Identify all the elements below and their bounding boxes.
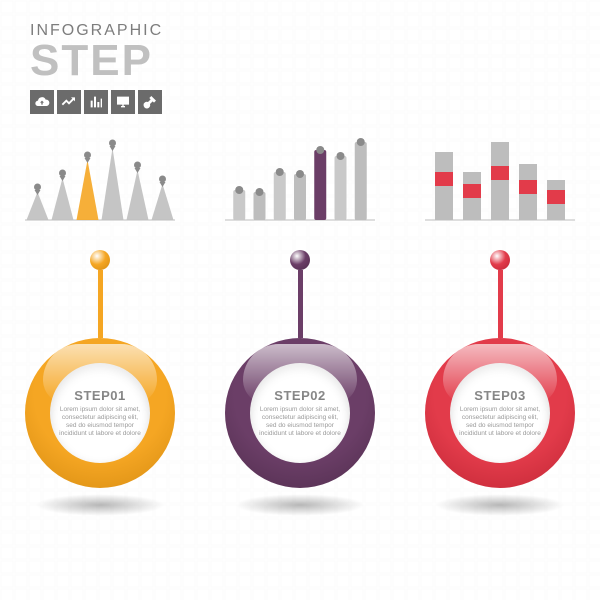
pin-stem — [98, 270, 103, 338]
step-title: STEP03 — [474, 388, 525, 403]
bar-chart-icon — [84, 90, 108, 114]
step-body: Lorem ipsum dolor sit amet, consectetur … — [456, 406, 544, 439]
step-ring: STEP01 Lorem ipsum dolor sit amet, conse… — [25, 338, 175, 488]
cloud-upload-icon — [30, 90, 54, 114]
icon-row — [30, 90, 163, 114]
step-inner: STEP01 Lorem ipsum dolor sit amet, conse… — [50, 363, 150, 463]
monitor-icon — [111, 90, 135, 114]
step-body: Lorem ipsum dolor sit amet, consectetur … — [256, 406, 344, 439]
steps-row: STEP01 Lorem ipsum dolor sit amet, conse… — [0, 250, 600, 580]
shadow — [35, 494, 165, 516]
pin-stem — [298, 270, 303, 338]
header: INFOGRAPHIC STEP — [30, 22, 163, 114]
header-title: STEP — [30, 40, 163, 82]
step-ring: STEP02 Lorem ipsum dolor sit amet, conse… — [225, 338, 375, 488]
step-inner: STEP02 Lorem ipsum dolor sit amet, conse… — [250, 363, 350, 463]
pin-head — [90, 250, 110, 270]
growth-chart-icon — [57, 90, 81, 114]
step-inner: STEP03 Lorem ipsum dolor sit amet, conse… — [450, 363, 550, 463]
pin-stem — [498, 270, 503, 338]
shadow — [435, 494, 565, 516]
pin-head — [490, 250, 510, 270]
mini-chart-peaks — [25, 130, 175, 230]
step-body: Lorem ipsum dolor sit amet, consectetur … — [56, 406, 144, 439]
mini-charts-row — [0, 130, 600, 240]
guitar-icon — [138, 90, 162, 114]
step-ring: STEP03 Lorem ipsum dolor sit amet, conse… — [425, 338, 575, 488]
step-2: STEP02 Lorem ipsum dolor sit amet, conse… — [215, 250, 385, 580]
shadow — [235, 494, 365, 516]
step-1: STEP01 Lorem ipsum dolor sit amet, conse… — [15, 250, 185, 580]
step-title: STEP01 — [74, 388, 125, 403]
step-3: STEP03 Lorem ipsum dolor sit amet, conse… — [415, 250, 585, 580]
step-title: STEP02 — [274, 388, 325, 403]
mini-chart-bars — [225, 130, 375, 230]
pin-head — [290, 250, 310, 270]
mini-chart-stacked — [425, 130, 575, 230]
